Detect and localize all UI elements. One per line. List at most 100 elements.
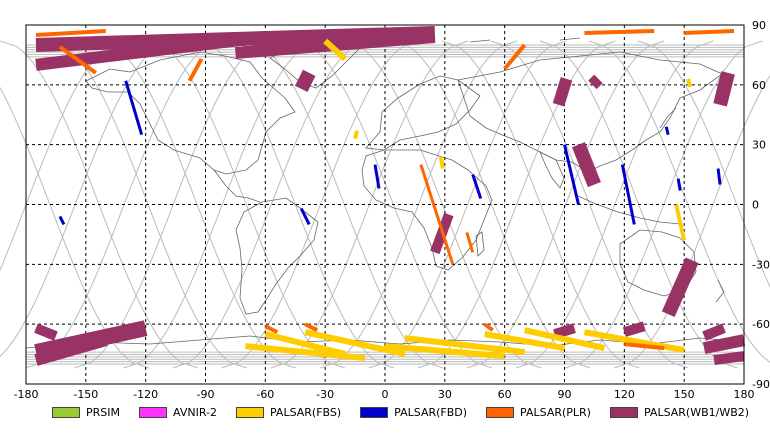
swath-palsar-fbs <box>674 204 687 241</box>
coast-south-america <box>235 197 319 315</box>
legend: PRSIM AVNIR-2 PALSAR(FBS) PALSAR(FBD) PA… <box>52 403 768 421</box>
legend-swatch-palsar-fbd <box>360 406 389 418</box>
coast-central-america <box>213 169 261 203</box>
orbit-track-asc <box>74 40 273 369</box>
swath-palsar-wb <box>713 71 735 107</box>
observation-swaths <box>34 25 746 366</box>
swath-palsar-fbs <box>438 156 445 169</box>
plot-border <box>25 24 745 385</box>
y-tick-label: 0 <box>752 199 759 212</box>
x-tick-label: 150 <box>674 388 695 401</box>
swath-palsar-fbs <box>686 78 693 88</box>
swath-palsar-fbd <box>124 80 144 136</box>
swath-palsar-plr <box>465 231 475 253</box>
legend-item-palsar-fbd: PALSAR(FBD) <box>360 406 467 419</box>
legend-swatch-avnir2 <box>139 406 167 418</box>
swath-palsar-wb <box>234 30 436 59</box>
legend-label-palsar-fbs: PALSAR(FBS) <box>269 405 342 419</box>
orbit-track-asc <box>466 40 665 369</box>
swath-palsar-fbd <box>373 164 381 189</box>
legend-swatch-palsar-wb <box>609 406 638 418</box>
orbit-track-asc <box>368 40 567 369</box>
legend-swatch-palsar-fbs <box>235 406 264 418</box>
swath-palsar-fbs <box>404 335 525 356</box>
legend-label-palsar-plr: PALSAR(PLR) <box>520 405 591 419</box>
swath-palsar-wb <box>552 77 573 107</box>
x-tick-label: -60 <box>256 388 274 401</box>
legend-item-palsar-fbs: PALSAR(FBS) <box>235 405 342 419</box>
swath-palsar-plr <box>187 57 204 82</box>
swath-palsar-wb <box>702 334 746 354</box>
swath-palsar-plr <box>304 322 319 332</box>
swath-palsar-fbs <box>384 343 505 360</box>
swath-palsar-plr <box>584 28 655 35</box>
y-tick-label: 90 <box>752 19 766 32</box>
legend-label-prsim: PRSIM <box>86 405 120 419</box>
coast-north-america <box>85 51 296 175</box>
legend-label-palsar-fbd: PALSAR(FBD) <box>394 405 468 419</box>
swath-palsar-plr <box>58 45 97 75</box>
orbit-track-desc <box>392 40 591 369</box>
orbit-track-desc <box>490 40 689 369</box>
coast-japan <box>659 107 677 129</box>
x-tick-label: 60 <box>498 388 512 401</box>
orbit-track-desc <box>147 40 346 369</box>
legend-item-palsar-wb: PALSAR(WB1/WB2) <box>609 405 750 419</box>
coast-india <box>539 151 565 189</box>
swath-palsar-fbd <box>299 207 311 226</box>
swath-palsar-fbd <box>676 178 682 191</box>
swath-palsar-plr <box>684 28 735 35</box>
swath-palsar-fbd <box>58 215 66 226</box>
swath-palsar-fbs <box>245 343 366 362</box>
swath-palsar-wb <box>553 323 576 339</box>
swath-palsar-wb <box>622 321 646 337</box>
x-tick-label: 90 <box>558 388 572 401</box>
x-tick-label: 0 <box>382 388 389 401</box>
y-tick-label: -30 <box>752 258 770 271</box>
coast-asia <box>457 51 723 173</box>
x-tick-label: -90 <box>197 388 215 401</box>
swath-palsar-fbs <box>484 331 566 352</box>
orbit-track-desc <box>441 40 640 369</box>
swath-palsar-fbs <box>304 329 406 358</box>
swath-palsar-plr <box>483 322 494 332</box>
x-axis-labels: -180 -150 -120 -90 -60 -30 0 30 60 90 120 150 180 <box>14 388 755 401</box>
swath-palsar-fbs <box>353 130 360 140</box>
swath-palsar-wb <box>571 142 601 188</box>
y-tick-label: -90 <box>752 378 770 391</box>
swath-palsar-fbs <box>264 331 346 357</box>
swath-palsar-wb <box>35 31 267 71</box>
swath-palsar-wb <box>713 351 745 366</box>
swath-palsar-wb <box>34 334 108 366</box>
legend-swatch-palsar-plr <box>486 406 515 418</box>
swath-palsar-fbd <box>664 126 670 136</box>
legend-label-avnir2: AVNIR-2 <box>173 405 217 419</box>
swath-palsar-fbs <box>583 329 685 354</box>
x-tick-label: 120 <box>614 388 635 401</box>
y-tick-label: -60 <box>752 318 770 331</box>
swath-palsar-fbd <box>471 174 483 199</box>
legend-swatch-prsim <box>52 406 80 418</box>
swath-palsar-wb <box>702 323 726 341</box>
orbit-track-desc <box>98 40 296 369</box>
coast-europe <box>365 75 481 151</box>
x-tick-label: -30 <box>316 388 334 401</box>
x-tick-label: -150 <box>73 388 98 401</box>
swath-palsar-plr <box>503 43 527 71</box>
swath-palsar-wb <box>661 257 699 318</box>
legend-item-prsim: PRSIM <box>52 406 120 419</box>
legend-item-avnir2: AVNIR-2 <box>139 406 217 419</box>
swath-palsar-plr <box>35 28 106 37</box>
coast-madagascar <box>475 231 485 257</box>
orbit-track-asc <box>123 40 322 369</box>
legend-label-palsar-wb: PALSAR(WB1/WB2) <box>643 405 750 419</box>
orbit-track-asc <box>172 40 371 369</box>
swath-palsar-fbs <box>323 38 348 62</box>
x-tick-label: 180 <box>734 388 755 401</box>
swath-palsar-wb <box>588 74 603 90</box>
y-tick-label: 60 <box>752 79 766 92</box>
x-tick-label: -120 <box>133 388 158 401</box>
swath-palsar-wb <box>294 69 316 92</box>
swath-palsar-wb <box>34 323 58 341</box>
